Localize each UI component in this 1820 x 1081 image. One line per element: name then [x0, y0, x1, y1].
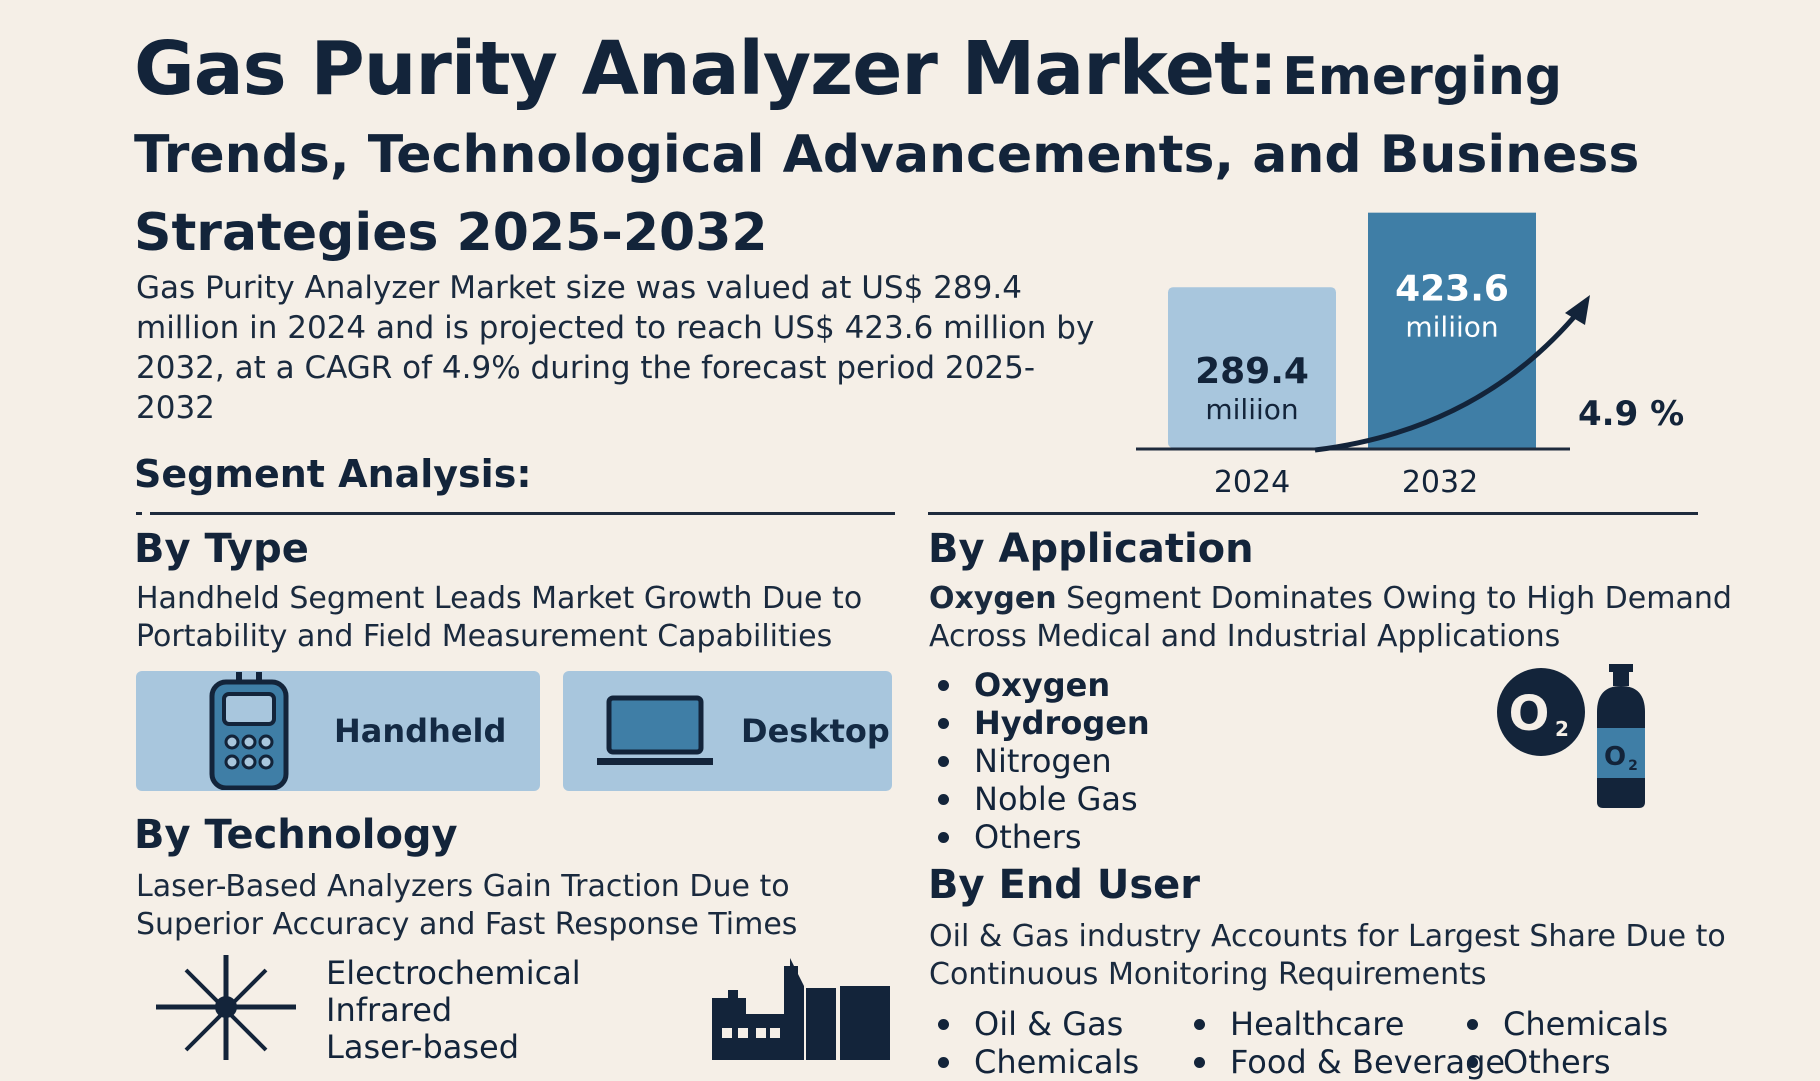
- desktop-label: Desktop: [741, 712, 890, 750]
- end-user-list-col3: Chemicals Others: [1461, 1005, 1668, 1081]
- end-user-list-col2: Healthcare Food & Beverage: [1188, 1005, 1505, 1081]
- growth-arrow-line: [1314, 308, 1582, 453]
- x-tick-label: 2032: [1402, 465, 1478, 500]
- application-item: Oxygen: [932, 666, 1150, 704]
- application-item: Others: [932, 818, 1150, 856]
- o2-cylinder-letter: O: [1604, 742, 1626, 772]
- technology-item: Laser-based: [326, 1028, 520, 1066]
- x-tick-label: 2024: [1214, 465, 1290, 500]
- application-item: Nitrogen: [932, 742, 1150, 780]
- technology-item: Infrared: [326, 991, 453, 1029]
- o2-circle-subscript: 2: [1555, 717, 1569, 741]
- right-divider: [928, 512, 1698, 515]
- cagr-annotation: 4.9 %: [1578, 394, 1684, 434]
- end-user-item: Chemicals: [1461, 1005, 1668, 1043]
- o2-circle-letter: O: [1509, 686, 1550, 742]
- application-list: Oxygen Hydrogen Nitrogen Noble Gas Other…: [932, 666, 1150, 856]
- end-user-item: Others: [1461, 1043, 1668, 1081]
- by-end-user-heading: By End User: [928, 862, 1200, 908]
- bar-unit-label: miliion: [1205, 393, 1298, 426]
- application-item: Hydrogen: [932, 704, 1150, 742]
- by-end-user-subheading: Oil & Gas industry Accounts for Largest …: [929, 919, 1726, 992]
- end-user-item: Oil & Gas: [932, 1005, 1139, 1043]
- laser-star-icon: [156, 955, 296, 1060]
- by-type-subheading: Handheld Segment Leads Market Growth Due…: [136, 581, 863, 654]
- growth-arrow-head: [1565, 295, 1590, 325]
- end-user-item: Chemicals: [932, 1043, 1139, 1081]
- oxygen-cylinder-icon: [1597, 664, 1645, 808]
- bar-value-label: 289.4: [1195, 351, 1309, 392]
- end-user-item: Healthcare: [1188, 1005, 1505, 1043]
- by-application-heading: By Application: [928, 526, 1254, 572]
- laptop-icon: [597, 695, 713, 765]
- desktop-card: Desktop: [563, 671, 892, 791]
- handheld-card: Handheld: [136, 671, 540, 791]
- left-divider-tick: [136, 512, 142, 515]
- bar-value-label: 423.6: [1395, 269, 1509, 310]
- title-main: Gas Purity Analyzer Market:: [134, 26, 1278, 112]
- end-user-list-col1: Oil & Gas Chemicals: [932, 1005, 1139, 1081]
- o2-cylinder-subscript: 2: [1628, 758, 1638, 774]
- page-title: Gas Purity Analyzer Market: Emerging Tre…: [134, 32, 1734, 278]
- factory-icon: [712, 958, 890, 1060]
- application-subheading-text: Segment Dominates Owing to High Demand A…: [929, 581, 1732, 654]
- technology-item: Electrochemical: [326, 954, 581, 992]
- bar-2024: [1168, 287, 1336, 448]
- end-user-item: Food & Beverage: [1188, 1043, 1505, 1081]
- title-subtitle: Emerging Trends, Technological Advanceme…: [134, 47, 1640, 263]
- by-application-subheading: Oxygen Segment Dominates Owing to High D…: [929, 580, 1749, 656]
- handheld-label: Handheld: [334, 712, 507, 750]
- technology-list: Electrochemical Infrared Laser-based: [326, 955, 581, 1066]
- oxygen-icon: O 2 O 2: [1497, 664, 1645, 808]
- segment-analysis-heading: Segment Analysis:: [134, 452, 532, 496]
- left-divider: [150, 512, 895, 515]
- by-type-heading: By Type: [134, 526, 309, 572]
- application-item: Noble Gas: [932, 780, 1150, 818]
- market-summary: Gas Purity Analyzer Market size was valu…: [136, 270, 1095, 426]
- o2-molecule-icon: [1497, 668, 1585, 756]
- by-technology-heading: By Technology: [134, 812, 458, 858]
- application-lead-segment: Oxygen: [929, 581, 1057, 616]
- handheld-analyzer-icon: [209, 672, 289, 790]
- bar-unit-label: miliion: [1405, 311, 1498, 344]
- by-technology-subheading: Laser-Based Analyzers Gain Traction Due …: [136, 869, 798, 942]
